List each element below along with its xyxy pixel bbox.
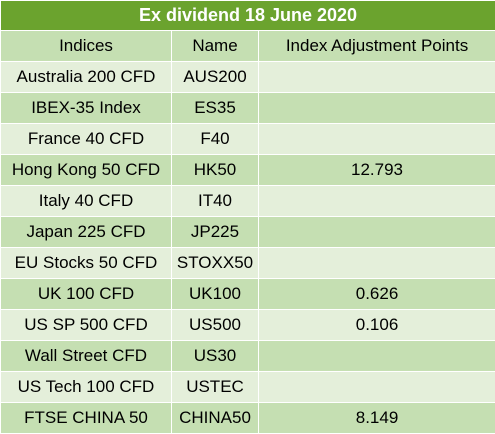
cell-index: US Tech 100 CFD	[1, 372, 172, 403]
cell-adjustment-points	[259, 93, 495, 124]
column-header-indices: Indices	[1, 31, 172, 62]
column-header-index-adjustment-points: Index Adjustment Points	[259, 31, 495, 62]
cell-adjustment-points: 12.793	[259, 155, 495, 186]
cell-adjustment-points	[259, 186, 495, 217]
header-row: Indices Name Index Adjustment Points	[1, 31, 495, 62]
column-header-name: Name	[172, 31, 259, 62]
cell-index: Hong Kong 50 CFD	[1, 155, 172, 186]
cell-adjustment-points	[259, 62, 495, 93]
cell-index: US SP 500 CFD	[1, 310, 172, 341]
cell-name: F40	[172, 124, 259, 155]
cell-adjustment-points	[259, 341, 495, 372]
cell-index: IBEX-35 Index	[1, 93, 172, 124]
cell-index: UK 100 CFD	[1, 279, 172, 310]
cell-name: IT40	[172, 186, 259, 217]
cell-index: Japan 225 CFD	[1, 217, 172, 248]
cell-adjustment-points: 8.149	[259, 403, 495, 434]
table-title: Ex dividend 18 June 2020	[1, 1, 495, 31]
cell-adjustment-points	[259, 248, 495, 279]
cell-name: US30	[172, 341, 259, 372]
cell-index: Australia 200 CFD	[1, 62, 172, 93]
cell-name: HK50	[172, 155, 259, 186]
cell-name: JP225	[172, 217, 259, 248]
cell-index: FTSE CHINA 50	[1, 403, 172, 434]
cell-adjustment-points: 0.626	[259, 279, 495, 310]
cell-name: ES35	[172, 93, 259, 124]
cell-name: USTEC	[172, 372, 259, 403]
cell-index: Italy 40 CFD	[1, 186, 172, 217]
cell-index: France 40 CFD	[1, 124, 172, 155]
cell-index: Wall Street CFD	[1, 341, 172, 372]
cell-index: EU Stocks 50 CFD	[1, 248, 172, 279]
cell-adjustment-points	[259, 124, 495, 155]
cell-name: STOXX50	[172, 248, 259, 279]
cell-adjustment-points	[259, 372, 495, 403]
cell-name: UK100	[172, 279, 259, 310]
cell-name: CHINA50	[172, 403, 259, 434]
cell-name: AUS200	[172, 62, 259, 93]
cell-adjustment-points	[259, 217, 495, 248]
title-row: Ex dividend 18 June 2020	[1, 1, 495, 31]
cell-name: US500	[172, 310, 259, 341]
cell-adjustment-points: 0.106	[259, 310, 495, 341]
